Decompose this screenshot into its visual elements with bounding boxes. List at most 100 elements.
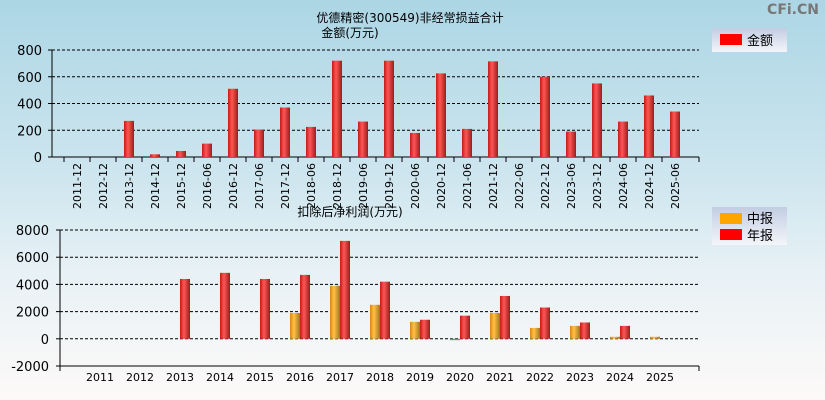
chart2-xtick-label: 2019 — [406, 371, 434, 384]
chart2-bar-annual — [300, 274, 310, 339]
chart1-bar — [124, 120, 134, 157]
chart1-xtick-label: 2012-12 — [97, 163, 110, 209]
chart1-bar — [306, 126, 316, 157]
chart1-bar — [436, 73, 446, 157]
chart2-xtick-label: 2023 — [566, 371, 594, 384]
chart1-bar — [462, 128, 472, 157]
chart1-bar — [670, 111, 680, 157]
chart1-xtick-label: 2020-12 — [435, 163, 448, 209]
chart2-title: 扣除后净利润(万元) — [297, 204, 402, 219]
chart2-legend-label-annual: 年报 — [747, 229, 773, 244]
chart2-bar-annual — [380, 281, 390, 339]
chart1-xtick-label: 2018-06 — [305, 163, 318, 209]
chart2-bar-annual — [340, 240, 350, 339]
chart2-bar-annual — [460, 315, 470, 339]
chart1-legend-swatch — [720, 34, 742, 45]
chart1-ylabel: 金额(万元) — [321, 25, 378, 40]
chart1-ytick-label: 0 — [34, 151, 42, 166]
chart2-bar-annual — [220, 272, 230, 339]
chart1-bar — [644, 95, 654, 157]
chart1-ytick-label: 200 — [17, 124, 42, 139]
chart2-xtick-label: 2017 — [326, 371, 354, 384]
chart2-legend-swatch-midyear — [720, 213, 742, 224]
chart2-bar-midyear — [290, 312, 300, 339]
chart1-title: 优德精密(300549)非经常损益合计 — [316, 10, 503, 25]
chart2-legend-label-midyear: 中报 — [747, 212, 773, 227]
chart2-xtick-label: 2012 — [126, 371, 154, 384]
chart1-bar — [592, 83, 602, 157]
chart2-xtick-label: 2024 — [606, 371, 634, 384]
chart1-xtick-label: 2020-06 — [409, 163, 422, 209]
chart2-bar-midyear — [410, 321, 420, 339]
chart1-xtick-label: 2023-12 — [591, 163, 604, 209]
chart2-xtick-label: 2014 — [206, 371, 234, 384]
chart1-xtick-label: 2021-06 — [461, 163, 474, 209]
chart2-ytick-label: 8000 — [16, 224, 49, 239]
chart2-bar-annual — [260, 278, 270, 339]
chart1-xtick-label: 2017-12 — [279, 163, 292, 209]
chart2-bar-annual — [420, 319, 430, 339]
chart2-bar-midyear — [570, 325, 580, 339]
chart1-ytick-label: 400 — [17, 98, 42, 113]
chart1-xtick-label: 2021-12 — [487, 163, 500, 209]
chart2-xtick-label: 2016 — [286, 371, 314, 384]
chart1-xtick-label: 2024-12 — [643, 163, 656, 209]
chart2-bar-midyear — [610, 336, 620, 339]
chart1-ytick-label: 600 — [17, 71, 42, 86]
chart2-xtick-label: 2013 — [166, 371, 194, 384]
chart1-xtick-label: 2016-06 — [201, 163, 214, 209]
chart2-bar-midyear — [450, 338, 460, 341]
chart1-bar — [150, 154, 160, 157]
chart1-bar — [254, 129, 264, 157]
chart1-bar — [384, 60, 394, 158]
chart1-xtick-label: 2018-12 — [331, 163, 344, 209]
chart1-xtick-label: 2014-12 — [149, 163, 162, 209]
chart2-bar-midyear — [530, 327, 540, 339]
chart2-ytick-label: -2000 — [11, 360, 49, 375]
chart1-bar — [618, 121, 628, 157]
chart2-xtick-label: 2020 — [446, 371, 474, 384]
chart1-xtick-label: 2022-06 — [513, 163, 526, 209]
watermark: CFi.CN — [767, 2, 819, 18]
chart2-bar-midyear — [370, 304, 380, 339]
chart1-xtick-label: 2022-12 — [539, 163, 552, 209]
chart2-legend-swatch-annual — [720, 229, 742, 240]
chart2-xtick-label: 2022 — [526, 371, 554, 384]
chart1-bar — [358, 121, 368, 157]
chart2-bar-annual — [540, 307, 550, 339]
chart1-bar — [280, 107, 290, 157]
chart1-bar — [332, 60, 342, 158]
chart2-bar-annual — [580, 322, 590, 339]
chart2-ytick-label: 0 — [41, 333, 49, 348]
chart1-xtick-label: 2023-06 — [565, 163, 578, 209]
chart2-xtick-label: 2018 — [366, 371, 394, 384]
chart1-xtick-label: 2019-06 — [357, 163, 370, 209]
chart1-bar — [540, 76, 550, 157]
chart2-bar-midyear — [330, 285, 340, 339]
chart1-xtick-label: 2013-12 — [123, 163, 136, 209]
chart1-bar — [202, 143, 212, 157]
chart2-ytick-label: 2000 — [16, 306, 49, 321]
chart2-ytick-label: 6000 — [16, 251, 49, 266]
chart1-bar — [488, 61, 498, 157]
chart1-bar — [228, 88, 238, 157]
chart2-xtick-label: 2021 — [486, 371, 514, 384]
chart2-bar-midyear — [650, 336, 660, 339]
chart2-xtick-label: 2015 — [246, 371, 274, 384]
chart1-xtick-label: 2011-12 — [71, 163, 84, 209]
chart1-bar — [410, 132, 420, 157]
chart2-bar-midyear — [490, 312, 500, 339]
chart2-bar-annual — [500, 295, 510, 339]
chart1-xtick-label: 2016-12 — [227, 163, 240, 209]
chart1-xtick-label: 2019-12 — [383, 163, 396, 209]
chart2-xtick-label: 2011 — [86, 371, 114, 384]
chart2-bar-annual — [180, 278, 190, 339]
chart1-xtick-label: 2025-06 — [669, 163, 682, 209]
chart2-xtick-label: 2025 — [646, 371, 674, 384]
chart1-legend-label: 金额 — [747, 33, 773, 49]
chart2-ytick-label: 4000 — [16, 278, 49, 293]
chart2-bar-annual — [620, 325, 630, 339]
chart1-bar — [176, 150, 186, 157]
chart1-bar — [566, 131, 576, 157]
